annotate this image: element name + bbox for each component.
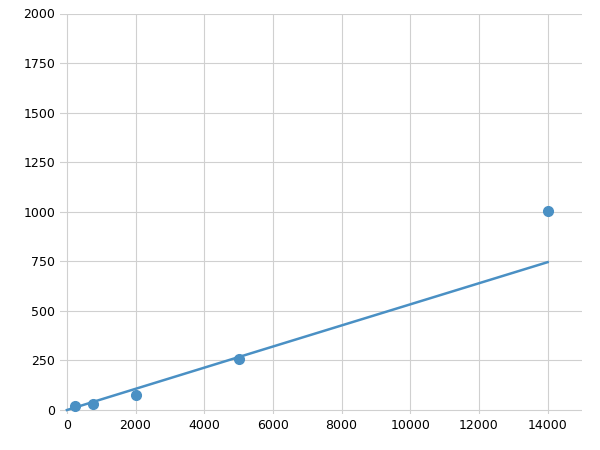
Point: [71, 402, 80, 410]
Point: [234, 356, 244, 363]
Point: [88, 400, 97, 408]
Point: [131, 392, 140, 399]
Point: [543, 207, 553, 214]
